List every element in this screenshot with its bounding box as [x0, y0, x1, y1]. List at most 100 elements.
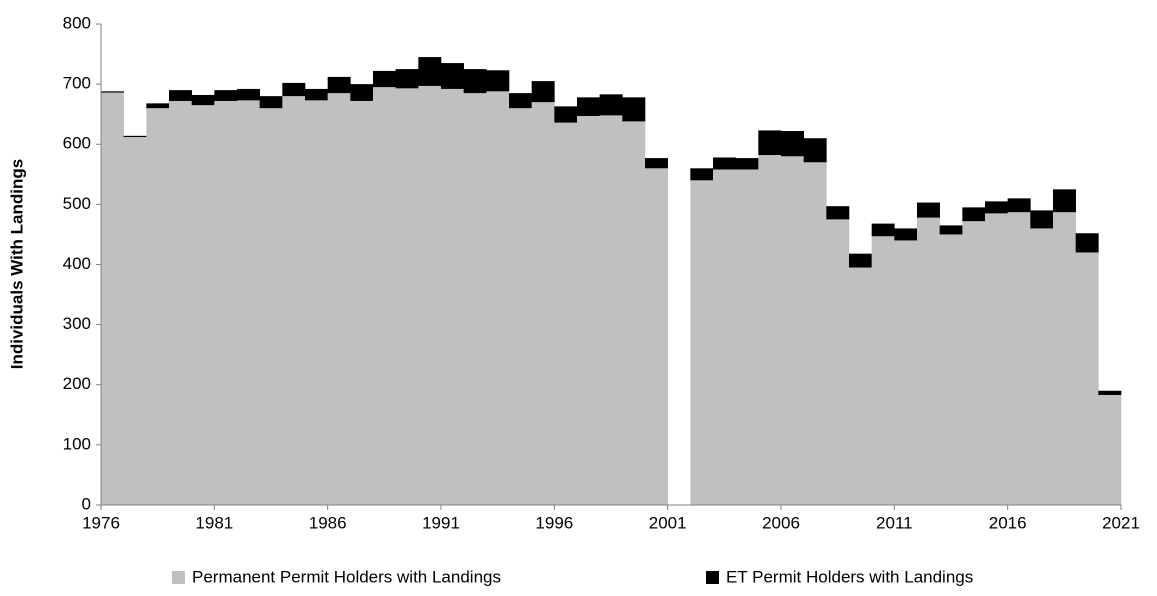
bar: [350, 84, 374, 101]
bar: [713, 169, 736, 505]
bar: [826, 206, 850, 220]
legend-swatch: [706, 571, 719, 584]
x-tick-label: 2021: [1102, 513, 1140, 532]
bar: [622, 121, 646, 505]
x-tick-label: 2006: [762, 513, 800, 532]
bar: [690, 168, 714, 181]
bar: [146, 103, 170, 109]
bar: [395, 88, 419, 506]
bar: [1007, 212, 1031, 505]
bar: [554, 122, 578, 505]
bar: [758, 130, 782, 156]
y-axis-label: Individuals With Landings: [7, 159, 26, 369]
bar: [803, 162, 827, 505]
bar: [123, 135, 147, 138]
bar: [1030, 228, 1054, 506]
bar: [373, 87, 396, 505]
legend-swatch: [172, 571, 185, 584]
bar: [939, 234, 963, 505]
y-tick-label: 0: [82, 494, 91, 513]
bar: [486, 70, 510, 92]
bar: [554, 106, 578, 123]
y-tick-label: 600: [63, 134, 91, 153]
bar: [599, 94, 623, 116]
bar: [1053, 212, 1076, 505]
bar: [1098, 394, 1122, 505]
bar: [781, 131, 804, 157]
bar: [599, 115, 623, 505]
y-tick-label: 700: [63, 74, 91, 93]
y-tick-label: 500: [63, 194, 91, 213]
bar: [577, 115, 600, 506]
bar: [735, 169, 759, 505]
bar: [849, 267, 872, 505]
y-tick-label: 400: [63, 254, 91, 273]
x-tick-label: 1991: [422, 513, 460, 532]
bar: [735, 158, 759, 170]
bar: [1053, 189, 1076, 213]
bar: [441, 88, 464, 505]
bar: [305, 88, 328, 101]
bar: [962, 207, 986, 222]
bar: [894, 228, 918, 241]
bar: [917, 202, 940, 218]
bar: [1098, 390, 1122, 395]
bar: [101, 92, 124, 505]
legend-label: ET Permit Holders with Landings: [726, 567, 973, 586]
bar: [463, 69, 487, 94]
bar: [123, 137, 147, 505]
bar: [214, 90, 238, 101]
bar: [146, 108, 170, 506]
bar: [645, 158, 668, 169]
bar: [486, 91, 510, 505]
bar: [622, 97, 646, 122]
x-tick-label: 1996: [535, 513, 573, 532]
bar: [191, 105, 215, 505]
bar: [871, 236, 895, 505]
bar: [327, 93, 351, 506]
bar: [531, 81, 555, 103]
bar: [1075, 233, 1099, 253]
bar: [101, 91, 124, 93]
x-tick-label: 1976: [82, 513, 120, 532]
bar: [1030, 210, 1054, 229]
bar: [826, 219, 850, 505]
bar: [350, 100, 374, 506]
bar: [214, 100, 238, 506]
x-tick-label: 1986: [309, 513, 347, 532]
bar: [531, 102, 555, 505]
bar: [509, 93, 532, 109]
bar: [237, 88, 260, 101]
bar: [509, 108, 532, 506]
bar: [305, 100, 328, 505]
x-tick-label: 2016: [989, 513, 1027, 532]
bar: [418, 85, 442, 506]
bar: [259, 108, 283, 506]
bar: [781, 156, 804, 505]
legend-label: Permanent Permit Holders with Landings: [192, 567, 501, 586]
bar: [1007, 198, 1031, 213]
bar: [849, 253, 872, 268]
y-tick-label: 200: [63, 374, 91, 393]
bar: [577, 97, 600, 116]
bar: [917, 217, 940, 506]
bar: [1075, 252, 1099, 505]
bar: [169, 100, 192, 506]
bar: [713, 157, 736, 170]
y-tick-label: 100: [63, 434, 91, 453]
bar: [327, 76, 351, 94]
bar: [418, 57, 442, 86]
bar: [962, 221, 986, 505]
bar: [259, 96, 283, 109]
bar: [282, 82, 306, 97]
bar: [237, 100, 260, 505]
y-tick-label: 800: [63, 13, 91, 32]
bar: [985, 201, 1008, 214]
bar: [373, 70, 396, 88]
bar: [758, 155, 782, 505]
bar: [871, 223, 895, 237]
x-tick-label: 2001: [649, 513, 687, 532]
bar: [645, 168, 668, 506]
bar: [169, 90, 192, 101]
